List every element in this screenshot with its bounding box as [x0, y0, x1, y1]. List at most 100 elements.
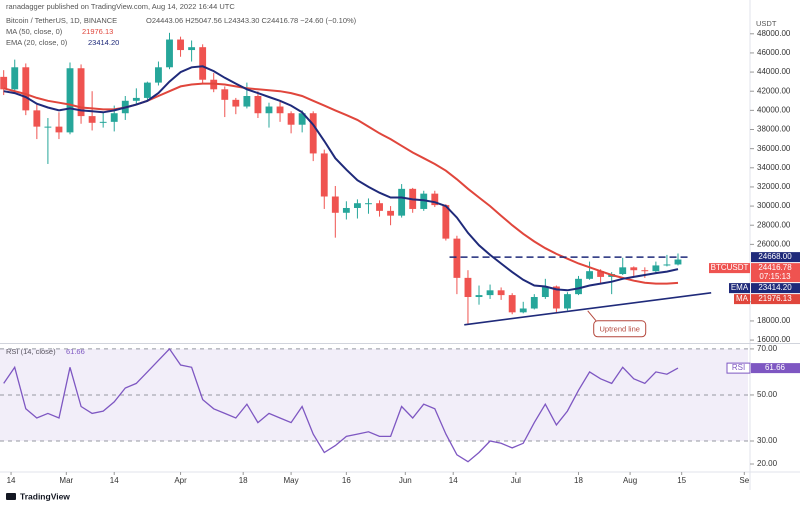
candle-body: [77, 68, 85, 117]
y-tick-label: 30.00: [757, 436, 778, 445]
candle-body: [431, 193, 439, 206]
candle-body: [342, 207, 350, 213]
y-tick-label: 50.00: [757, 390, 778, 399]
ema-legend-value: 23414.20: [88, 38, 119, 47]
price-unit: USDT: [756, 19, 777, 28]
candle-body: [33, 110, 41, 127]
candle-body: [0, 76, 8, 90]
candle-body: [99, 121, 107, 123]
candle-body: [453, 238, 461, 278]
candle-body: [619, 267, 627, 275]
price-tag-box: [751, 283, 800, 294]
candle-body: [552, 286, 560, 309]
x-tick-label: 14: [7, 476, 16, 485]
candle-body: [663, 264, 671, 266]
candle-body: [188, 47, 196, 51]
series-tag: EMA: [731, 283, 749, 292]
callout-label: Uptrend line: [599, 324, 639, 333]
candle-body: [353, 203, 361, 208]
candle-body: [519, 308, 527, 313]
series-tag: MA: [736, 294, 749, 303]
candle-body: [586, 271, 593, 279]
candle-body: [199, 47, 207, 80]
series-tag-box: [709, 263, 750, 274]
candle-body: [630, 267, 638, 271]
rsi-tag-box: [726, 362, 751, 374]
series-tag: BTCUSDT: [711, 263, 749, 272]
y-tick-label: 18000.00: [757, 316, 791, 325]
candle-body: [44, 126, 52, 128]
rsi-line: [3, 347, 679, 463]
price-tag-value: 24668.00: [758, 252, 792, 261]
candle-body: [221, 89, 229, 100]
candle-body: [88, 116, 96, 123]
candle-body: [464, 277, 472, 298]
candle-body: [55, 126, 63, 133]
callout-box: [593, 320, 647, 338]
x-tick-label: 14: [110, 476, 119, 485]
candle-body: [331, 196, 339, 213]
candle-body: [564, 294, 571, 309]
rsi-tag: RSI: [732, 363, 745, 372]
candle-body: [254, 96, 262, 114]
y-tick-label: 38000.00: [757, 125, 791, 134]
candle-body: [365, 203, 372, 205]
candle-body: [66, 68, 74, 133]
candle-body: [110, 113, 118, 122]
candle-body: [265, 106, 273, 114]
candle-body: [287, 113, 295, 125]
y-tick-label: 32000.00: [757, 182, 791, 191]
countdown: 07:15:13: [759, 272, 791, 281]
y-tick-label: 42000.00: [757, 86, 791, 95]
candle-body: [276, 106, 284, 114]
y-tick-label: 40000.00: [757, 105, 791, 114]
x-tick-label: 15: [677, 476, 686, 485]
candle-body: [376, 203, 383, 211]
rsi-value-box: [751, 363, 800, 374]
rsi-legend-value: 61.66: [66, 347, 85, 356]
candle-body: [22, 67, 30, 111]
candle-body: [486, 290, 494, 296]
x-tick-label: Se: [739, 476, 749, 485]
y-tick-label: 48000.00: [757, 29, 791, 38]
logo-icon: [6, 493, 16, 500]
x-tick-label: Aug: [623, 476, 637, 485]
symbol-info: Bitcoin / TetherUS, 1D, BINANCE: [6, 16, 117, 25]
candle-body: [177, 39, 184, 51]
candle-body: [674, 259, 682, 265]
x-tick-label: Apr: [174, 476, 187, 485]
candle-body: [652, 265, 660, 272]
y-tick-label: 34000.00: [757, 163, 791, 172]
ma-legend-value: 21976.13: [82, 27, 113, 36]
candle-body: [530, 297, 538, 309]
candle-body: [497, 290, 505, 296]
publisher: ranadagger published on TradingView.com,…: [6, 2, 235, 11]
x-tick-label: Jun: [399, 476, 412, 485]
x-tick-label: Mar: [59, 476, 73, 485]
candle-body: [132, 97, 140, 101]
candle-body: [508, 295, 516, 313]
ohlc: O24443.06 H25047.56 L24343.30 C24416.78 …: [146, 16, 357, 25]
candle-body: [597, 271, 605, 277]
candle-body: [243, 96, 251, 107]
candle-body: [541, 286, 549, 298]
y-tick-label: 44000.00: [757, 67, 791, 76]
candle-body: [387, 210, 395, 216]
candle-body: [309, 113, 317, 154]
candle-body: [143, 82, 151, 98]
x-tick-label: 18: [239, 476, 248, 485]
candle-body: [166, 39, 173, 68]
ma-legend: MA (50, close, 0): [6, 27, 63, 36]
x-tick-label: 16: [342, 476, 351, 485]
price-tag-value: 21976.13: [758, 294, 792, 303]
y-tick-label: 28000.00: [757, 220, 791, 229]
candle-body: [442, 205, 450, 239]
candle-body: [232, 99, 240, 107]
rsi-value: 61.66: [765, 363, 786, 372]
y-tick-label: 16000.00: [757, 335, 791, 344]
x-tick-label: May: [284, 476, 299, 485]
price-tag-value: 23414.20: [758, 283, 792, 292]
price-tag-box: [751, 263, 800, 283]
